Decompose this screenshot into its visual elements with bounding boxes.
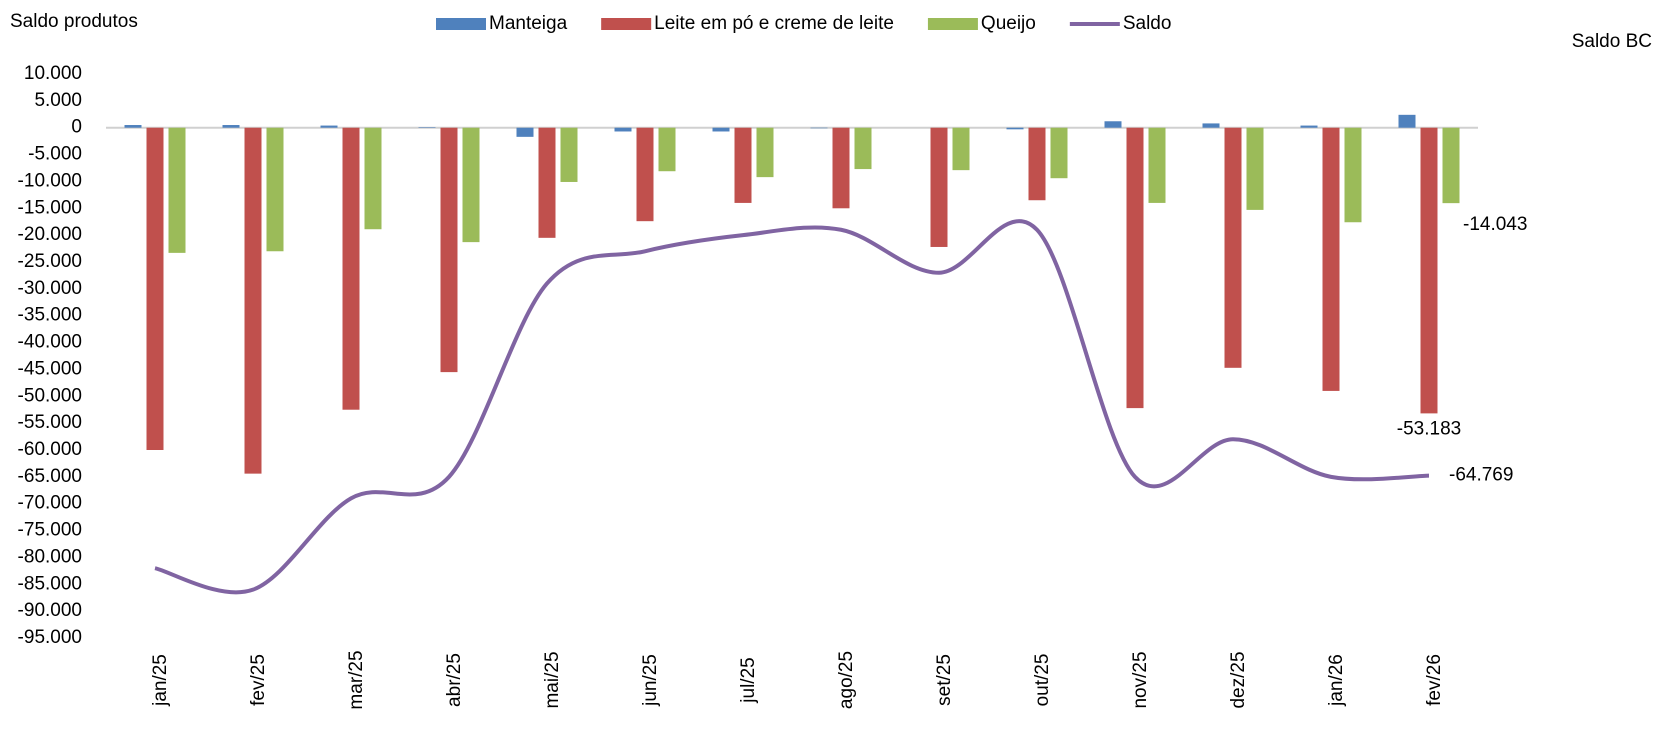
y-tick-label: -85.000 (18, 573, 82, 594)
bar (636, 127, 654, 222)
y-tick-label: -40.000 (18, 332, 82, 353)
bar (658, 127, 676, 172)
y-tick-label: -70.000 (18, 493, 82, 514)
bar (1322, 127, 1340, 391)
bar (364, 127, 382, 230)
x-tick-label: ago/25 (836, 651, 857, 709)
bar (462, 127, 480, 243)
x-tick-label: jul/25 (738, 657, 759, 703)
bar (756, 127, 774, 178)
x-tick-label: nov/25 (1130, 651, 1151, 708)
y-tick-label: -60.000 (18, 439, 82, 460)
bar (1442, 127, 1460, 204)
y-tick-label: -80.000 (18, 546, 82, 567)
bar (952, 127, 970, 171)
y-tick-label: -95.000 (18, 627, 82, 648)
x-tick-label: abr/25 (444, 653, 465, 707)
bar (1148, 127, 1166, 203)
y-tick-label: -30.000 (18, 278, 82, 299)
bar (320, 125, 338, 128)
bar (560, 127, 578, 182)
y-tick-label: -45.000 (18, 358, 82, 379)
data-label: -64.769 (1449, 465, 1513, 486)
bar (930, 127, 948, 247)
legend-swatch (927, 18, 978, 30)
bar (832, 127, 850, 209)
legend-swatch (601, 18, 652, 30)
x-tick-label: jan/26 (1326, 654, 1347, 707)
legend-swatch (436, 18, 486, 30)
x-tick-label: jan/25 (150, 654, 171, 707)
bar (1420, 127, 1438, 414)
bar (244, 127, 262, 474)
x-tick-label: mar/25 (346, 650, 367, 709)
y-tick-label: -15.000 (18, 197, 82, 218)
bar (418, 127, 436, 128)
y-tick-label: -90.000 (18, 600, 82, 621)
x-tick-label: out/25 (1032, 654, 1053, 707)
bar (854, 127, 872, 170)
bar (1398, 114, 1416, 128)
bar (146, 127, 164, 450)
x-tick-label: set/25 (934, 654, 955, 706)
x-tick-label: mai/25 (542, 651, 563, 708)
bar (1028, 127, 1046, 201)
bar (342, 127, 360, 410)
bar (1126, 127, 1144, 409)
y-tick-label: 10.000 (24, 63, 82, 84)
bar (614, 127, 632, 132)
bar (1104, 121, 1122, 128)
bar (266, 127, 284, 252)
y-tick-label: 0 (71, 117, 82, 138)
bar (810, 127, 828, 129)
bar (124, 125, 142, 128)
y-tick-label: -65.000 (18, 466, 82, 487)
bar (1300, 125, 1318, 128)
y-tick-label: -35.000 (18, 305, 82, 326)
bar (440, 127, 458, 373)
y-tick-label: -75.000 (18, 520, 82, 541)
data-label: -53.183 (1397, 418, 1461, 439)
y-tick-label: -55.000 (18, 412, 82, 433)
bar (1224, 127, 1242, 368)
chart-title: Saldo produtos (10, 11, 138, 32)
legend-label: Queijo (981, 13, 1036, 34)
bar (1202, 123, 1220, 128)
bar (1050, 127, 1068, 179)
bar (1006, 127, 1024, 130)
y-tick-label: -25.000 (18, 251, 82, 272)
y2-title: Saldo BC (1572, 31, 1652, 52)
bar (1344, 127, 1362, 223)
bar (516, 127, 534, 137)
x-tick-label: fev/26 (1424, 654, 1445, 706)
y-tick-label: -5.000 (28, 144, 82, 165)
bar (222, 125, 240, 128)
x-tick-label: jun/25 (640, 654, 661, 707)
bar (538, 127, 556, 238)
bar (734, 127, 752, 203)
x-tick-label: dez/25 (1228, 651, 1249, 708)
y-tick-label: -20.000 (18, 224, 82, 245)
x-tick-label: fev/25 (248, 654, 269, 706)
y-tick-label: 5.000 (34, 90, 82, 111)
bar (1246, 127, 1264, 210)
bar (712, 127, 730, 132)
bar (168, 127, 186, 253)
y-tick-label: -10.000 (18, 170, 82, 191)
legend-label: Saldo (1123, 13, 1172, 34)
legend-label: Leite em pó e creme de leite (654, 13, 894, 34)
legend-label: Manteiga (489, 13, 568, 34)
line (154, 219, 1430, 595)
data-label: -14.043 (1463, 214, 1527, 235)
y-tick-label: -50.000 (18, 385, 82, 406)
